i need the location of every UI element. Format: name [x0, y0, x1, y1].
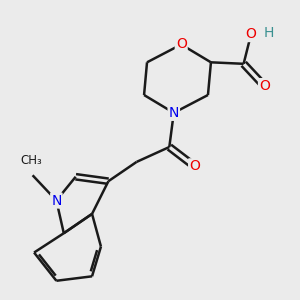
- Text: CH₃: CH₃: [20, 154, 42, 167]
- Text: O: O: [259, 79, 270, 93]
- Text: N: N: [169, 106, 179, 120]
- Text: O: O: [189, 159, 200, 173]
- Text: N: N: [51, 194, 62, 208]
- Text: H: H: [263, 26, 274, 40]
- Text: O: O: [176, 38, 187, 52]
- Text: O: O: [246, 27, 256, 41]
